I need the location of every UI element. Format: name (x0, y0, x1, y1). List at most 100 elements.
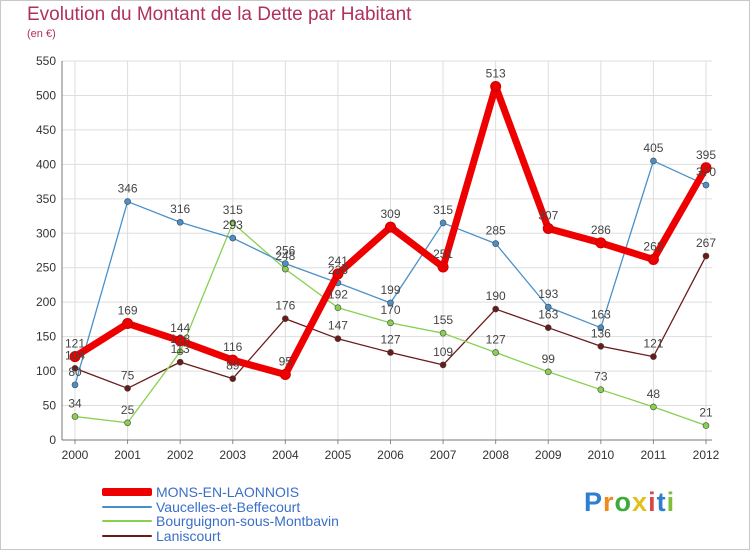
data-label: 144 (170, 321, 190, 335)
x-tick-label: 2006 (377, 448, 404, 462)
data-label: 95 (279, 355, 293, 369)
legend-label: Bourguignon-sous-Montbavin (156, 513, 339, 530)
data-label: 99 (542, 352, 556, 366)
data-label: 513 (486, 66, 506, 80)
data-point (122, 318, 134, 330)
data-label: 309 (380, 207, 400, 221)
data-label: 128 (170, 332, 190, 346)
x-tick-label: 2001 (114, 448, 141, 462)
data-point (176, 218, 184, 226)
data-label: 169 (118, 304, 138, 318)
data-point (650, 157, 657, 165)
data-point (71, 413, 79, 420)
data-point (492, 240, 499, 247)
data-point (700, 162, 712, 174)
data-point (282, 265, 289, 273)
data-label: 34 (68, 397, 82, 411)
data-point (176, 358, 184, 366)
logo-letter: o (614, 487, 633, 517)
legend-swatch (102, 488, 152, 497)
data-label: 75 (121, 368, 135, 382)
y-tick-label: 150 (36, 330, 56, 344)
y-tick-label: 400 (36, 157, 56, 171)
legend-label: Vaucelles-et-Beffecourt (156, 498, 301, 515)
logo-letter: P (584, 487, 604, 517)
x-tick-label: 2007 (430, 448, 457, 462)
data-label: 127 (486, 332, 506, 346)
data-point (542, 222, 554, 234)
data-point (69, 351, 81, 363)
data-point (124, 198, 131, 205)
proxiti-logo: Proxiti (584, 487, 675, 518)
data-label: 170 (380, 303, 400, 317)
data-point (334, 335, 342, 343)
data-label: 190 (486, 289, 506, 303)
y-tick-label: 100 (36, 364, 56, 378)
data-point (229, 234, 237, 242)
data-label: 147 (328, 319, 348, 333)
data-point (279, 369, 291, 381)
logo-letter: t (656, 487, 667, 517)
data-label: 25 (121, 403, 135, 417)
data-label: 251 (433, 247, 453, 261)
data-point (124, 419, 131, 427)
data-label: 21 (699, 406, 713, 420)
logo-letter: x (632, 487, 649, 517)
legend-item: MONS-EN-LAONNOIS (102, 484, 339, 500)
data-label: 315 (433, 203, 453, 217)
data-point (174, 335, 186, 347)
data-label: 80 (68, 365, 82, 379)
legend-item: Vaucelles-et-Beffecourt (102, 498, 339, 515)
data-point (387, 349, 394, 356)
data-label: 256 (275, 244, 295, 258)
data-label: 286 (591, 223, 611, 237)
data-point (544, 324, 552, 331)
data-label: 267 (696, 236, 716, 250)
data-label: 199 (380, 283, 400, 297)
legend-item: Bourguignon-sous-Montbavin (102, 513, 339, 530)
logo-letter: i (666, 487, 676, 517)
data-point (227, 354, 239, 366)
data-point (334, 304, 342, 311)
data-point (229, 219, 237, 227)
logo-letter: i (648, 487, 657, 517)
x-tick-label: 2003 (219, 448, 246, 462)
data-point (492, 349, 499, 356)
y-tick-label: 500 (36, 88, 56, 102)
data-point (650, 353, 657, 360)
data-label: 370 (696, 165, 716, 179)
y-tick-label: 0 (49, 433, 56, 447)
y-tick-label: 300 (36, 226, 56, 240)
data-label: 121 (65, 337, 85, 351)
data-label: 395 (696, 148, 716, 162)
data-point (437, 261, 449, 273)
data-point (332, 268, 344, 280)
data-point (124, 385, 131, 392)
data-point (544, 368, 552, 376)
data-label: 315 (223, 203, 243, 217)
data-point (702, 181, 710, 189)
data-point (387, 319, 394, 327)
data-label: 121 (643, 337, 663, 351)
data-point (597, 324, 605, 331)
data-point (702, 252, 710, 260)
legend-label: Laniscourt (156, 527, 221, 544)
data-label: 48 (647, 387, 661, 401)
x-tick-label: 2008 (482, 448, 509, 462)
data-point (490, 80, 502, 92)
y-tick-label: 350 (36, 192, 56, 206)
data-label: 346 (118, 182, 138, 196)
data-point (650, 403, 657, 411)
chart-legend: MONS-EN-LAONNOIS Vaucelles-et-Beffecourt B… (102, 484, 339, 544)
data-point (702, 422, 710, 429)
y-tick-label: 550 (36, 54, 56, 68)
data-label: 136 (591, 326, 611, 340)
data-label: 241 (328, 254, 348, 268)
data-point (282, 315, 289, 323)
chart-title: Evolution du Montant de la Dette par Hab… (27, 4, 412, 25)
chart-subtitle: (en €) (27, 28, 56, 40)
y-tick-label: 200 (36, 295, 56, 309)
data-label: 89 (226, 359, 240, 373)
data-label: 116 (223, 340, 242, 354)
data-label: 293 (223, 218, 243, 232)
